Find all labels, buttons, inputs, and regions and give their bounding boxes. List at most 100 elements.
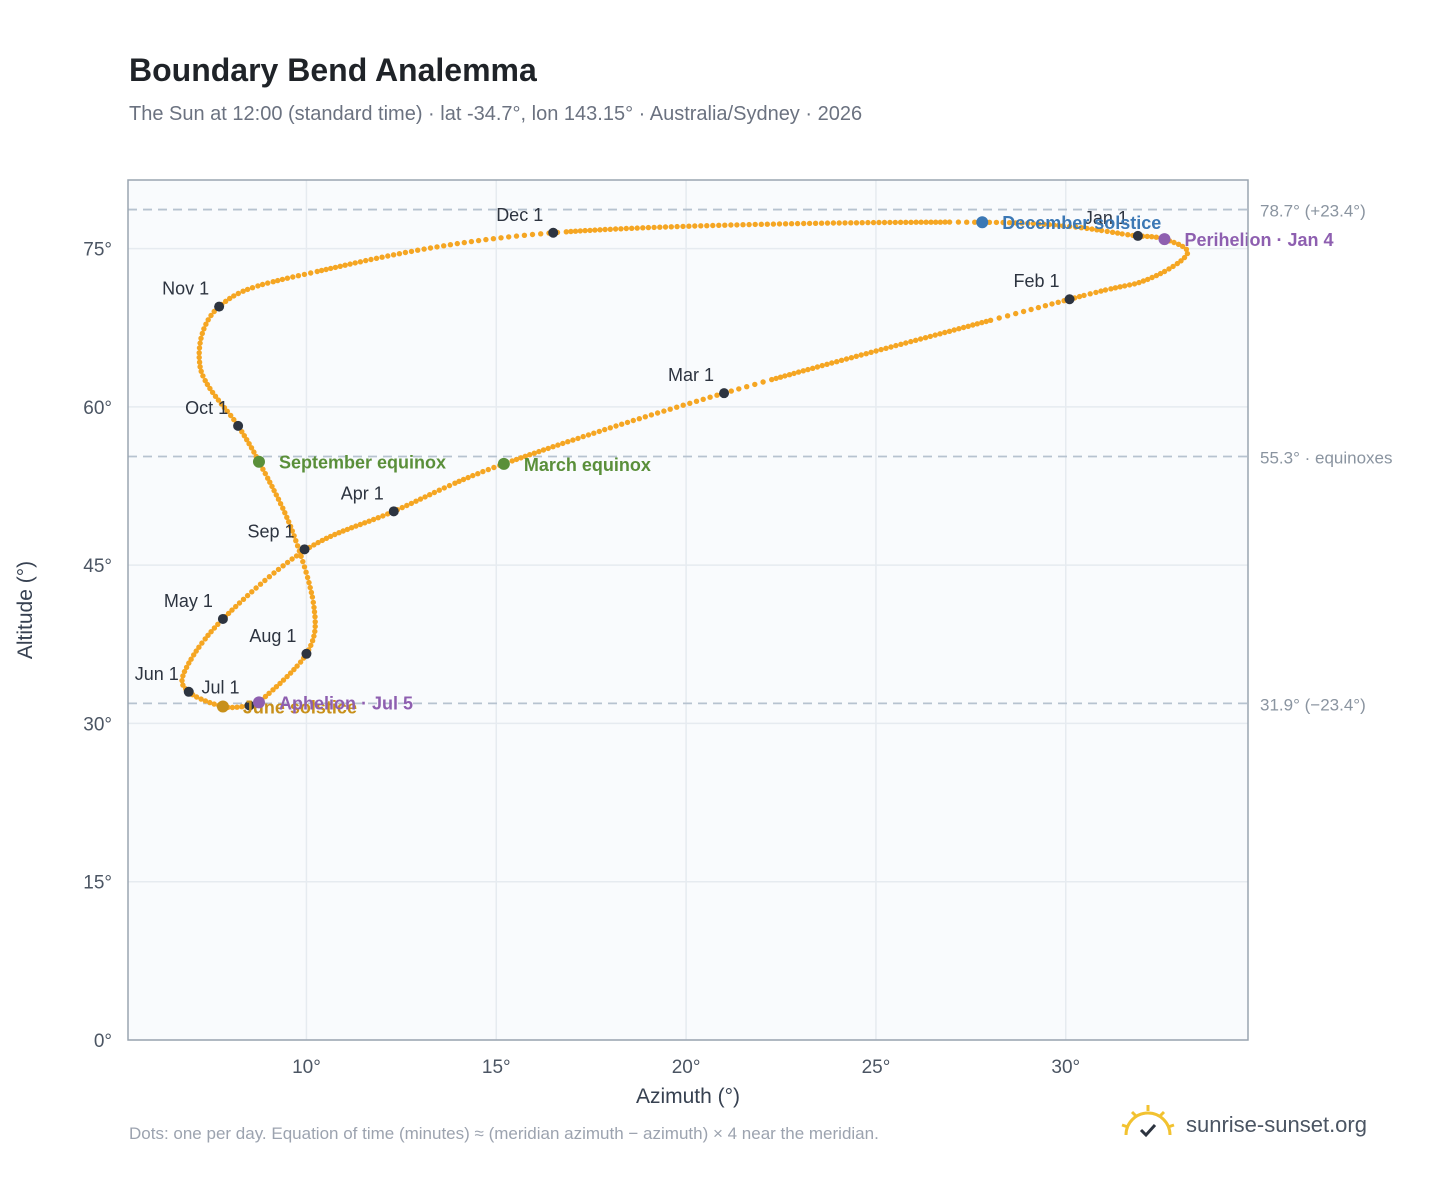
analemma-day-dot <box>294 543 301 549</box>
analemma-day-dot <box>987 317 994 323</box>
analemma-day-dot <box>284 673 290 680</box>
analemma-day-dot <box>618 226 624 232</box>
analemma-day-dot <box>662 224 669 230</box>
analemma-day-dot <box>903 219 909 225</box>
analemma-day-dot <box>203 321 209 327</box>
analemma-day-dot <box>917 336 924 342</box>
analemma-day-dot <box>591 430 597 436</box>
analemma-day-dot <box>624 419 631 426</box>
analemma-day-dot <box>1145 276 1151 283</box>
plot-area <box>128 180 1248 1040</box>
analemma-day-dot <box>863 351 869 357</box>
analemma-day-dot <box>974 321 980 327</box>
analemma-day-dot <box>491 464 497 471</box>
analemma-day-dot <box>1149 274 1155 281</box>
analemma-day-dot <box>868 349 874 355</box>
analemma-day-dot <box>932 332 938 338</box>
analemma-day-dot <box>629 225 635 231</box>
month-marker <box>214 301 225 312</box>
analemma-day-dot <box>680 402 686 408</box>
analemma-day-dot <box>883 345 889 351</box>
analemma-day-dot <box>773 375 779 382</box>
event-marker <box>1158 233 1171 246</box>
analemma-day-dot <box>674 404 680 410</box>
analemma-day-dot <box>518 455 524 461</box>
analemma-day-dot <box>198 696 204 702</box>
analemma-day-dot <box>312 628 318 635</box>
analemma-day-dot <box>1131 281 1138 287</box>
analemma-day-dot <box>413 498 419 504</box>
analemma-day-dot <box>311 609 318 615</box>
analemma-day-dot <box>848 355 855 361</box>
analemma-day-dot <box>536 448 542 455</box>
analemma-day-dot <box>408 500 415 507</box>
analemma-day-dot <box>1109 229 1116 235</box>
analemma-day-dot <box>873 348 879 354</box>
analemma-day-dot <box>357 521 363 528</box>
analemma-day-dot <box>630 417 636 424</box>
analemma-day-dot <box>308 642 314 649</box>
analemma-day-dot <box>370 516 377 523</box>
analemma-day-dot <box>475 237 482 244</box>
analemma-day-dot <box>379 254 385 260</box>
month-marker-label: Jan 1 <box>1084 208 1128 228</box>
analemma-day-dot <box>1025 220 1031 226</box>
analemma-day-dot <box>560 440 566 447</box>
analemma-day-dot <box>918 219 924 225</box>
analemma-day-dot <box>417 496 424 502</box>
analemma-day-dot <box>311 604 317 611</box>
analemma-day-dot <box>396 251 403 257</box>
analemma-day-dot <box>740 222 746 228</box>
analemma-day-dot <box>196 354 202 361</box>
analemma-day-dot <box>205 317 211 323</box>
analemma-day-dot <box>303 569 309 575</box>
analemma-day-dot <box>964 219 970 225</box>
analemma-day-dot <box>1114 230 1121 236</box>
analemma-day-dot <box>229 704 236 711</box>
analemma-day-dot <box>310 599 316 606</box>
analemma-day-dot <box>853 353 859 359</box>
analemma-day-dot <box>728 222 734 228</box>
analemma-day-dot <box>480 468 486 475</box>
analemma-day-dot <box>842 220 848 226</box>
analemma-day-dot <box>348 525 355 531</box>
analemma-day-dot <box>275 277 281 284</box>
analemma-day-dot <box>1046 221 1052 228</box>
month-marker <box>301 648 312 659</box>
analemma-day-dot <box>297 659 304 665</box>
analemma-day-dot <box>585 432 592 438</box>
analemma-day-dot <box>228 412 234 419</box>
analemma-day-dot <box>645 224 652 231</box>
analemma-day-dot <box>887 219 893 226</box>
analemma-day-dot <box>287 523 294 530</box>
analemma-day-dot <box>241 433 247 439</box>
analemma-day-dot <box>311 542 317 548</box>
x-tick-label: 10° <box>292 1057 321 1078</box>
event-label: December solstice <box>1002 213 1161 233</box>
analemma-day-dot <box>375 515 381 521</box>
analemma-day-dot <box>693 398 700 404</box>
analemma-day-dot <box>309 594 316 600</box>
analemma-day-dot <box>273 684 280 690</box>
analemma-day-dot <box>782 373 788 379</box>
analemma-day-dot <box>602 426 608 433</box>
analemma-day-dot <box>1004 313 1011 319</box>
analemma-day-dot <box>577 228 583 234</box>
analemma-day-dot <box>575 435 581 442</box>
analemma-day-dot <box>1030 220 1037 227</box>
analemma-day-dot <box>587 227 593 234</box>
brand[interactable]: sunrise-sunset.org <box>1120 1100 1367 1150</box>
analemma-day-dot <box>342 262 348 268</box>
analemma-day-dot <box>1122 283 1128 289</box>
month-marker-label: Apr 1 <box>341 483 384 503</box>
analemma-day-dot <box>259 281 266 288</box>
analemma-day-dot <box>1078 225 1085 231</box>
footnote: Dots: one per day. Equation of time (min… <box>129 1124 879 1143</box>
x-tick-label: 25° <box>862 1057 891 1078</box>
analemma-day-dot <box>728 388 734 394</box>
analemma-day-dot <box>441 485 447 491</box>
analemma-day-dot <box>280 677 287 683</box>
x-tick-label: 20° <box>672 1057 701 1078</box>
event-marker <box>252 696 265 709</box>
analemma-day-dot <box>1006 220 1013 226</box>
